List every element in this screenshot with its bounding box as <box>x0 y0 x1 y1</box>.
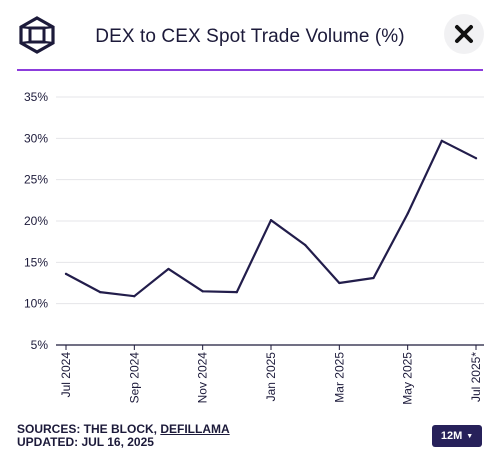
x-tick-label: May 2025 <box>401 352 415 405</box>
chart-sources: SOURCES: THE BLOCK, DEFILLAMA UPDATED: J… <box>17 423 230 449</box>
sources-label: SOURCES: THE BLOCK, <box>17 422 161 436</box>
time-range-button[interactable]: 12M ▼ <box>432 425 482 447</box>
x-tick-label: Mar 2025 <box>332 352 346 403</box>
y-tick-label: 30% <box>24 131 48 145</box>
data-point <box>406 212 409 215</box>
header-divider <box>17 69 483 71</box>
data-point <box>99 290 102 294</box>
x-tick-label: Jan 2025 <box>264 352 278 402</box>
y-tick-label: 35% <box>24 90 48 104</box>
close-icon <box>455 25 473 43</box>
page-title: DEX to CEX Spot Trade Volume (%) <box>95 26 405 47</box>
data-point <box>338 281 341 285</box>
y-tick-label: 20% <box>24 214 48 228</box>
y-tick-label: 5% <box>31 338 49 352</box>
y-tick-label: 10% <box>24 297 48 311</box>
close-button[interactable] <box>444 14 484 54</box>
data-point <box>474 157 478 160</box>
x-tick-label: Nov 2024 <box>196 352 210 404</box>
data-point <box>440 139 443 142</box>
sources-link[interactable]: DEFILLAMA <box>160 422 230 436</box>
time-range-label: 12M <box>440 430 463 442</box>
cube-logo-icon <box>19 16 55 54</box>
chevron-down-icon: ▼ <box>466 432 474 440</box>
data-point <box>269 219 273 222</box>
series-line <box>64 139 478 298</box>
x-tick-label: Sep 2024 <box>127 352 141 404</box>
data-point <box>372 276 375 280</box>
data-point <box>235 290 238 294</box>
x-tick-label: Jul 2024 <box>59 352 73 398</box>
data-point <box>304 243 307 247</box>
data-point <box>201 290 204 293</box>
data-point <box>167 267 170 271</box>
data-point <box>133 295 136 298</box>
y-tick-label: 25% <box>24 173 48 187</box>
updated-label: UPDATED: JUL 16, 2025 <box>17 435 154 449</box>
data-point <box>64 272 68 276</box>
x-tick-label: Jul 2025* <box>469 352 483 402</box>
y-tick-label: 15% <box>24 255 48 269</box>
